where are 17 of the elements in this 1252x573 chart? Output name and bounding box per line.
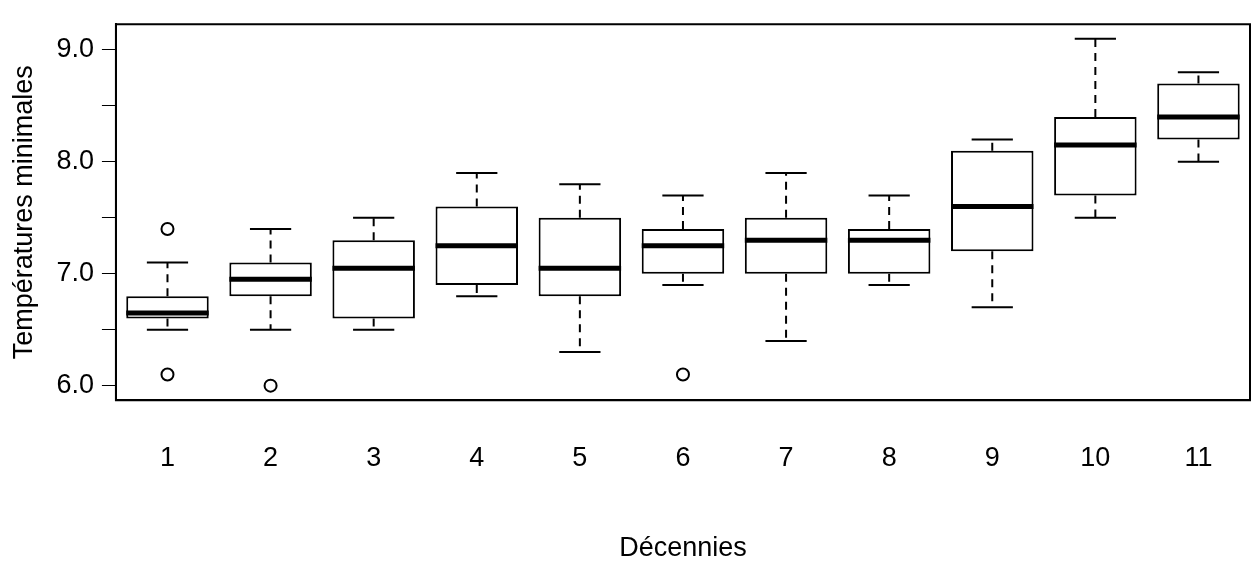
x-tick-label: 2	[263, 441, 279, 472]
y-tick-label: 7.0	[56, 257, 94, 288]
y-tick-label: 8.0	[56, 145, 94, 176]
y-axis-title: Températures minimales	[7, 65, 38, 360]
x-tick-label: 4	[469, 441, 485, 472]
x-tick-label: 3	[366, 441, 382, 472]
x-tick-label: 1	[159, 441, 175, 472]
y-tick-label: 6.0	[56, 369, 94, 400]
y-tick-label: 9.0	[56, 33, 94, 64]
x-tick-label: 10	[1080, 441, 1111, 472]
x-tick-label: 9	[984, 441, 1000, 472]
x-tick-label: 11	[1184, 441, 1213, 472]
x-axis-title: Décennies	[619, 532, 747, 563]
x-tick-label: 7	[778, 441, 794, 472]
x-tick-label: 5	[572, 441, 588, 472]
x-tick-label: 8	[881, 441, 897, 472]
x-tick-label: 6	[675, 441, 691, 472]
